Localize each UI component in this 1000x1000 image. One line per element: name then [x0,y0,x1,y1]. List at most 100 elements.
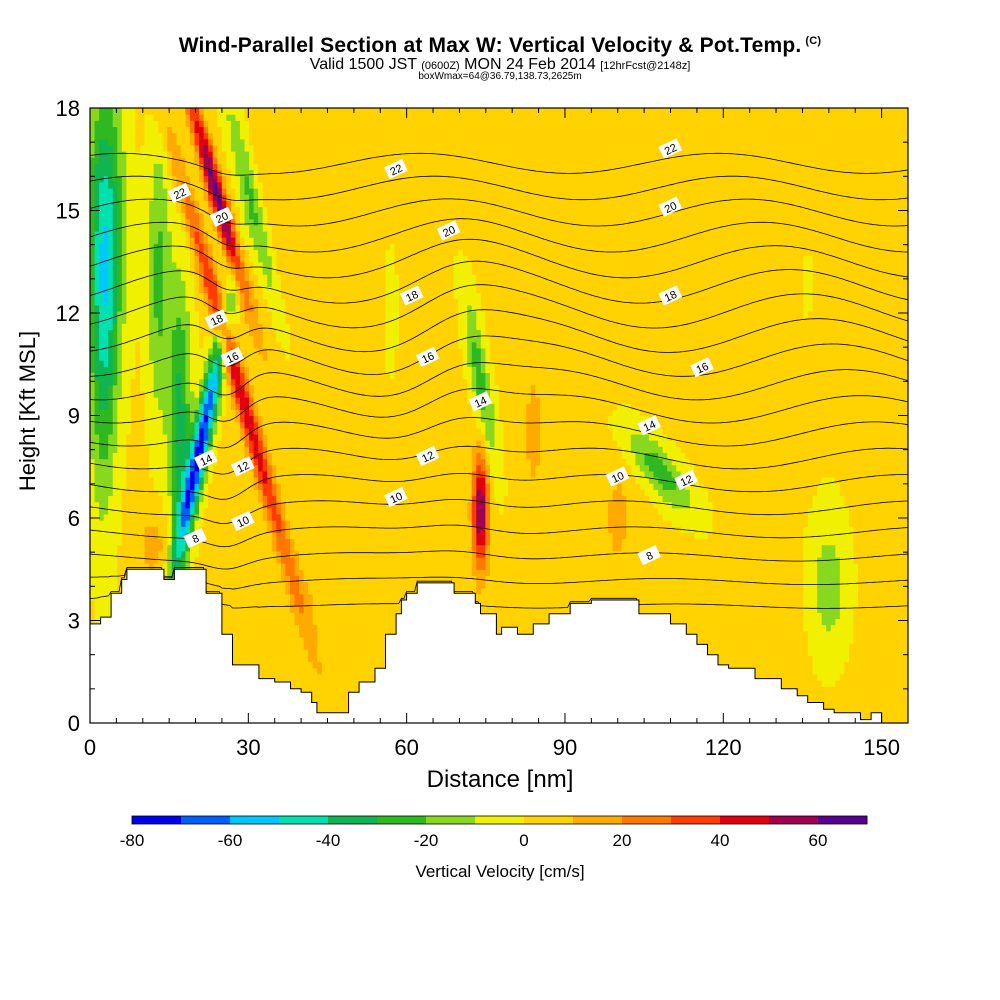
contour-label: 14 [468,391,493,412]
svg-text:20: 20 [441,224,457,240]
contour-label: 10 [605,466,630,487]
x-tick-label: 60 [394,735,418,760]
y-tick-label: 18 [56,96,80,121]
svg-text:16: 16 [225,350,241,366]
colorbar-swatch [426,816,476,824]
colorbar-tick-label: -40 [316,831,341,850]
svg-text:22: 22 [663,142,679,158]
contour-label: 18 [204,309,229,330]
x-tick-label: 90 [553,735,577,760]
theta-contour-7 [90,567,908,590]
contour-label: 14 [194,449,218,470]
y-tick-label: 9 [68,404,80,429]
svg-text:8: 8 [191,533,202,546]
svg-text:18: 18 [209,313,225,329]
contour-label: 12 [230,456,255,477]
colorbar-swatch [132,816,182,824]
theta-contour-6 [90,567,908,609]
theta-contour-9 [90,524,908,548]
theta-contour-20 [90,238,908,279]
contour-label: 8 [183,527,208,549]
contour-labels: 22 20 18 16 14 12 10 8 22 20 18 16 14 12 10 22 20 18 16 14 1… [167,138,714,566]
svg-text:10: 10 [235,514,251,530]
theta-contour-10 [90,499,908,524]
contour-label: 16 [415,346,440,368]
contour-label: 20 [436,220,461,241]
contour-label: 10 [230,510,255,532]
colorbar-swatch [524,816,574,824]
colorbar-tick-label: -20 [414,831,439,850]
contour-label: 18 [399,285,424,306]
contour-label: 18 [658,285,683,306]
theta-contour-17 [90,309,908,353]
contour-label: 14 [637,415,661,436]
colorbar-label: Vertical Velocity [cm/s] [415,862,585,881]
svg-text:12: 12 [679,473,695,489]
svg-text:22: 22 [172,186,188,202]
contour-label: 22 [167,182,192,204]
theta-contour-8 [90,550,908,570]
x-tick-label: 150 [863,735,900,760]
svg-text:22: 22 [388,162,404,178]
colorbar-swatch [671,816,721,824]
chart-title: Wind-Parallel Section at Max W: Vertical… [178,34,822,57]
colorbar-tick-label: -80 [120,831,145,850]
x-axis-label: Distance [nm] [426,766,574,793]
box-info: boxWmax=64@36.79,138.73,2625m [418,71,582,82]
theta-contours [90,152,908,609]
colorbar-tick-label: -60 [218,831,243,850]
colorbar-tick-label: 20 [613,831,632,850]
contour-label: 12 [674,469,698,491]
colorbar-tick-label: 40 [711,831,730,850]
contour-label: 16 [220,346,245,368]
theta-contour-24 [90,152,908,176]
colorbar-swatch [328,816,378,824]
colorbar: -80 -60 -40 -20 0 20 40 60 [120,815,868,850]
contour-label: 10 [384,486,408,508]
colorbar-tick-label: 0 [519,831,528,850]
colorbar-swatch [622,816,672,824]
colorbar-swatch [181,816,231,824]
svg-text:10: 10 [610,470,626,486]
axes: 0 30 60 90 120 150 0 3 6 9 12 15 18 [56,96,908,760]
colorbar-swatch [769,816,819,824]
colorbar-swatch [818,816,868,824]
theta-contour-23 [90,175,908,201]
title-block: Wind-Parallel Section at Max W: Vertical… [0,34,1000,82]
svg-text:20: 20 [663,200,679,216]
svg-text:18: 18 [663,289,679,305]
theta-contour-22 [90,198,908,227]
svg-text:14: 14 [473,395,489,411]
svg-text:12: 12 [235,460,251,476]
colorbar-swatch [475,816,525,824]
y-tick-label: 0 [68,711,80,736]
contour-label: 8 [637,545,661,566]
svg-text:20: 20 [214,210,230,226]
svg-text:14: 14 [198,453,214,469]
x-tick-label: 30 [236,735,260,760]
x-tick-label: 0 [84,735,96,760]
theta-contour-18 [90,284,908,329]
contour-label: 12 [415,445,440,467]
copyright-mark: (C) [805,35,822,47]
contour-label: 22 [384,158,408,180]
colorbar-swatch [279,816,329,824]
y-tick-label: 15 [56,199,80,224]
y-axis-label: Height [Kft MSL] [15,330,40,492]
y-tick-label: 6 [68,506,80,531]
theta-contour-21 [90,218,908,253]
colorbar-swatch [720,816,770,824]
theta-contour-19 [90,260,908,304]
colorbar-swatch [573,816,623,824]
colorbar-tick-label: 60 [809,831,828,850]
svg-text:14: 14 [642,419,658,435]
theta-contour-14 [90,388,908,424]
svg-text:18: 18 [404,289,420,305]
svg-text:16: 16 [420,350,436,366]
svg-text:8: 8 [645,550,656,563]
svg-text:10: 10 [388,490,404,506]
colorbar-swatch [230,816,280,824]
colorbar-swatch [377,816,427,824]
chart-subtitle: Valid 1500 JST (0600Z) MON 24 Feb 2014 [… [309,56,691,73]
